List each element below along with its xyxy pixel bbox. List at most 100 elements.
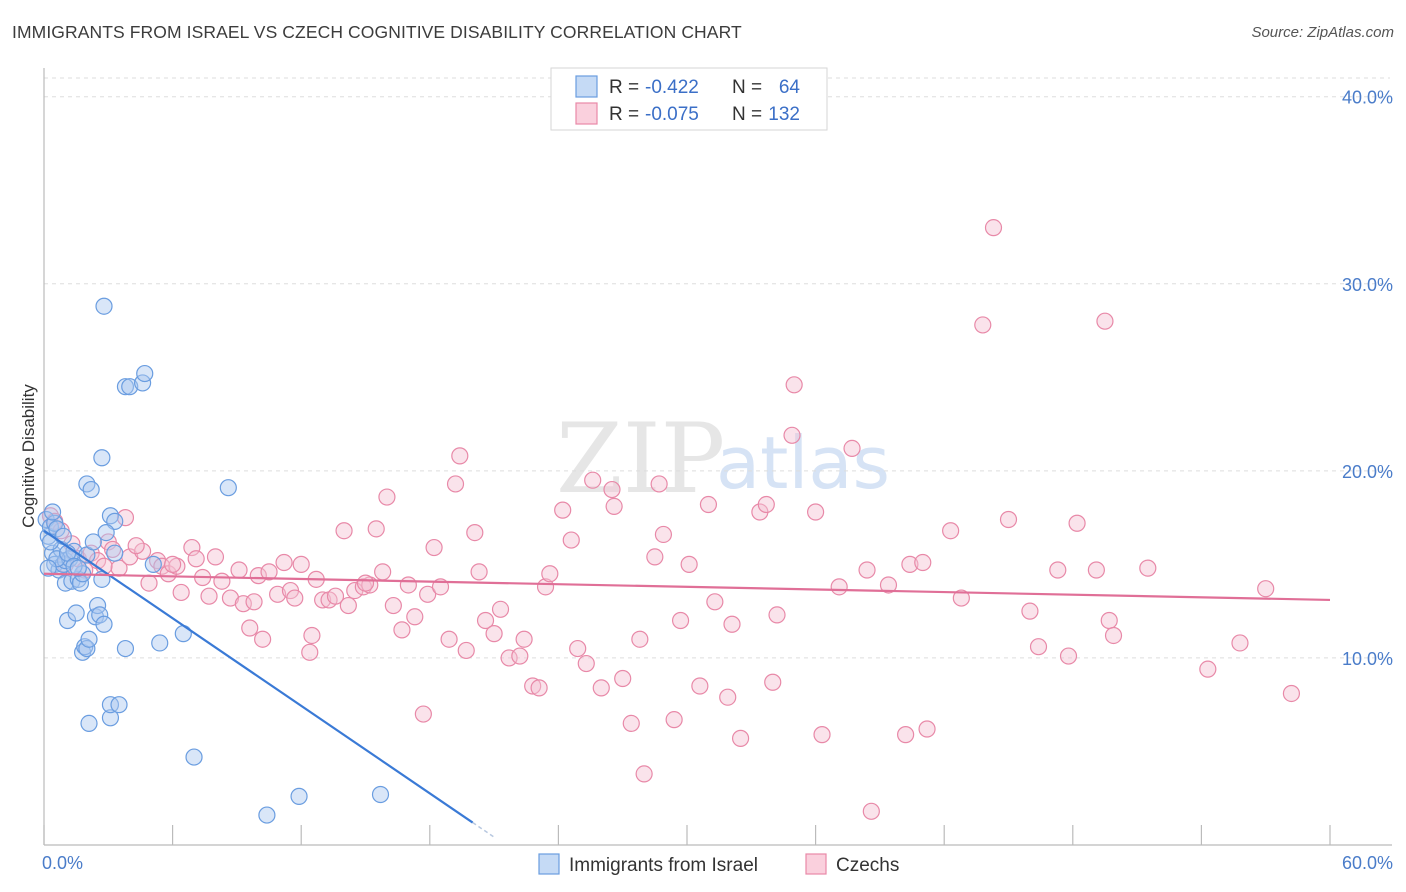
watermark-atlas: atlas xyxy=(716,421,890,505)
y-axis-label: Cognitive Disability xyxy=(19,384,38,528)
israel-point-59 xyxy=(54,527,72,545)
y-tick-label-30: 30.0% xyxy=(1342,275,1393,295)
czech-point-65 xyxy=(476,611,495,630)
czech-point-54 xyxy=(406,608,424,626)
czech-point-91 xyxy=(680,555,698,573)
czech-point-75 xyxy=(554,501,572,519)
czech-point-84 xyxy=(631,630,649,648)
czech-point-28 xyxy=(234,595,252,613)
israel-point-46 xyxy=(144,555,162,573)
czech-point-109 xyxy=(862,802,880,820)
czech-point-64 xyxy=(470,563,488,581)
israel-point-27 xyxy=(82,480,100,499)
czech-point-14 xyxy=(140,574,158,592)
czech-point-69 xyxy=(511,647,529,665)
czech-point-110 xyxy=(879,576,898,594)
czech-point-93 xyxy=(699,495,718,514)
series-czechs xyxy=(41,219,1301,820)
israel-point-50 xyxy=(219,479,237,497)
czech-point-48 xyxy=(367,520,385,538)
czech-point-34 xyxy=(275,553,293,572)
czech-point-66 xyxy=(485,625,503,643)
legend-n-label-czechs: N = xyxy=(732,104,762,125)
czech-point-137 xyxy=(164,555,182,573)
israel-point-30 xyxy=(91,606,109,624)
israel-point-16 xyxy=(67,604,85,622)
czech-point-68 xyxy=(500,649,518,667)
israel-point-34 xyxy=(95,615,113,633)
axes xyxy=(43,68,1392,846)
czech-point-112 xyxy=(901,555,919,573)
czech-point-19 xyxy=(172,583,190,602)
czech-point-32 xyxy=(260,563,278,581)
czech-point-51 xyxy=(384,596,402,615)
israel-point-55 xyxy=(48,550,66,568)
czech-point-63 xyxy=(466,523,484,542)
czech-point-20 xyxy=(183,538,201,557)
legend-swatch-israel xyxy=(575,75,598,98)
czech-point-21 xyxy=(187,550,205,568)
bottom-legend-swatch-czechs xyxy=(805,853,827,875)
czech-trend-line xyxy=(43,572,1331,602)
czech-point-60 xyxy=(446,475,465,493)
czech-point-29 xyxy=(241,619,259,637)
czech-point-125 xyxy=(1087,561,1105,579)
czech-point-123 xyxy=(1059,647,1078,665)
israel-point-48 xyxy=(174,625,192,643)
czech-point-79 xyxy=(584,471,602,489)
czech-point-42 xyxy=(326,587,345,605)
legend-r-label-czechs: R = xyxy=(609,104,639,125)
czech-point-30 xyxy=(249,567,267,585)
czech-point-127 xyxy=(1100,611,1118,630)
czech-point-120 xyxy=(1021,602,1039,620)
czech-point-89 xyxy=(665,711,683,729)
israel-trend-line xyxy=(43,529,474,824)
israel-point-25 xyxy=(80,630,98,648)
top-legend: R = -0.422 N = 64 R = -0.075 N = 132 xyxy=(550,67,828,131)
czech-point-99 xyxy=(757,495,775,514)
israel-point-51 xyxy=(258,806,276,824)
czech-point-86 xyxy=(646,548,664,566)
israel-point-53 xyxy=(371,785,390,804)
czech-point-115 xyxy=(942,522,960,540)
czech-point-118 xyxy=(984,219,1003,237)
x-tick-label-max: 60.0% xyxy=(1342,853,1393,873)
czech-point-135 xyxy=(303,626,321,645)
czech-point-111 xyxy=(897,726,915,744)
czech-point-53 xyxy=(399,576,417,594)
czech-point-50 xyxy=(378,488,396,506)
israel-point-42 xyxy=(116,378,135,396)
czech-point-11 xyxy=(116,509,135,527)
czech-point-25 xyxy=(213,572,231,590)
czech-point-140 xyxy=(127,537,145,555)
czech-point-97 xyxy=(731,729,750,747)
israel-point-41 xyxy=(116,639,135,658)
czech-point-85 xyxy=(635,765,653,783)
czech-point-117 xyxy=(974,316,992,334)
czech-point-23 xyxy=(200,587,218,605)
czech-point-40 xyxy=(314,591,332,609)
czech-point-80 xyxy=(592,679,610,697)
bottom-legend-swatch-israel xyxy=(538,853,560,875)
czech-point-128 xyxy=(1104,626,1123,645)
czech-point-100 xyxy=(764,673,782,691)
czech-point-70 xyxy=(515,630,533,648)
legend-swatch-czechs xyxy=(575,102,598,125)
israel-point-40 xyxy=(110,696,128,714)
czech-point-24 xyxy=(206,548,225,566)
czech-point-33 xyxy=(269,585,287,603)
bottom-legend-label-czechs: Czechs xyxy=(836,855,899,876)
czech-point-81 xyxy=(605,497,623,515)
czech-point-132 xyxy=(1257,580,1275,598)
czech-point-38 xyxy=(301,643,319,661)
czech-point-113 xyxy=(914,553,932,572)
chart-title: IMMIGRANTS FROM ISRAEL VS CZECH COGNITIV… xyxy=(12,22,742,42)
czech-point-71 xyxy=(524,677,542,695)
czech-point-88 xyxy=(654,525,673,544)
israel-point-52 xyxy=(290,787,308,805)
czech-point-59 xyxy=(440,630,458,648)
czech-point-87 xyxy=(650,475,668,493)
y-tick-label-20: 20.0% xyxy=(1342,462,1393,482)
czech-point-62 xyxy=(457,641,475,660)
